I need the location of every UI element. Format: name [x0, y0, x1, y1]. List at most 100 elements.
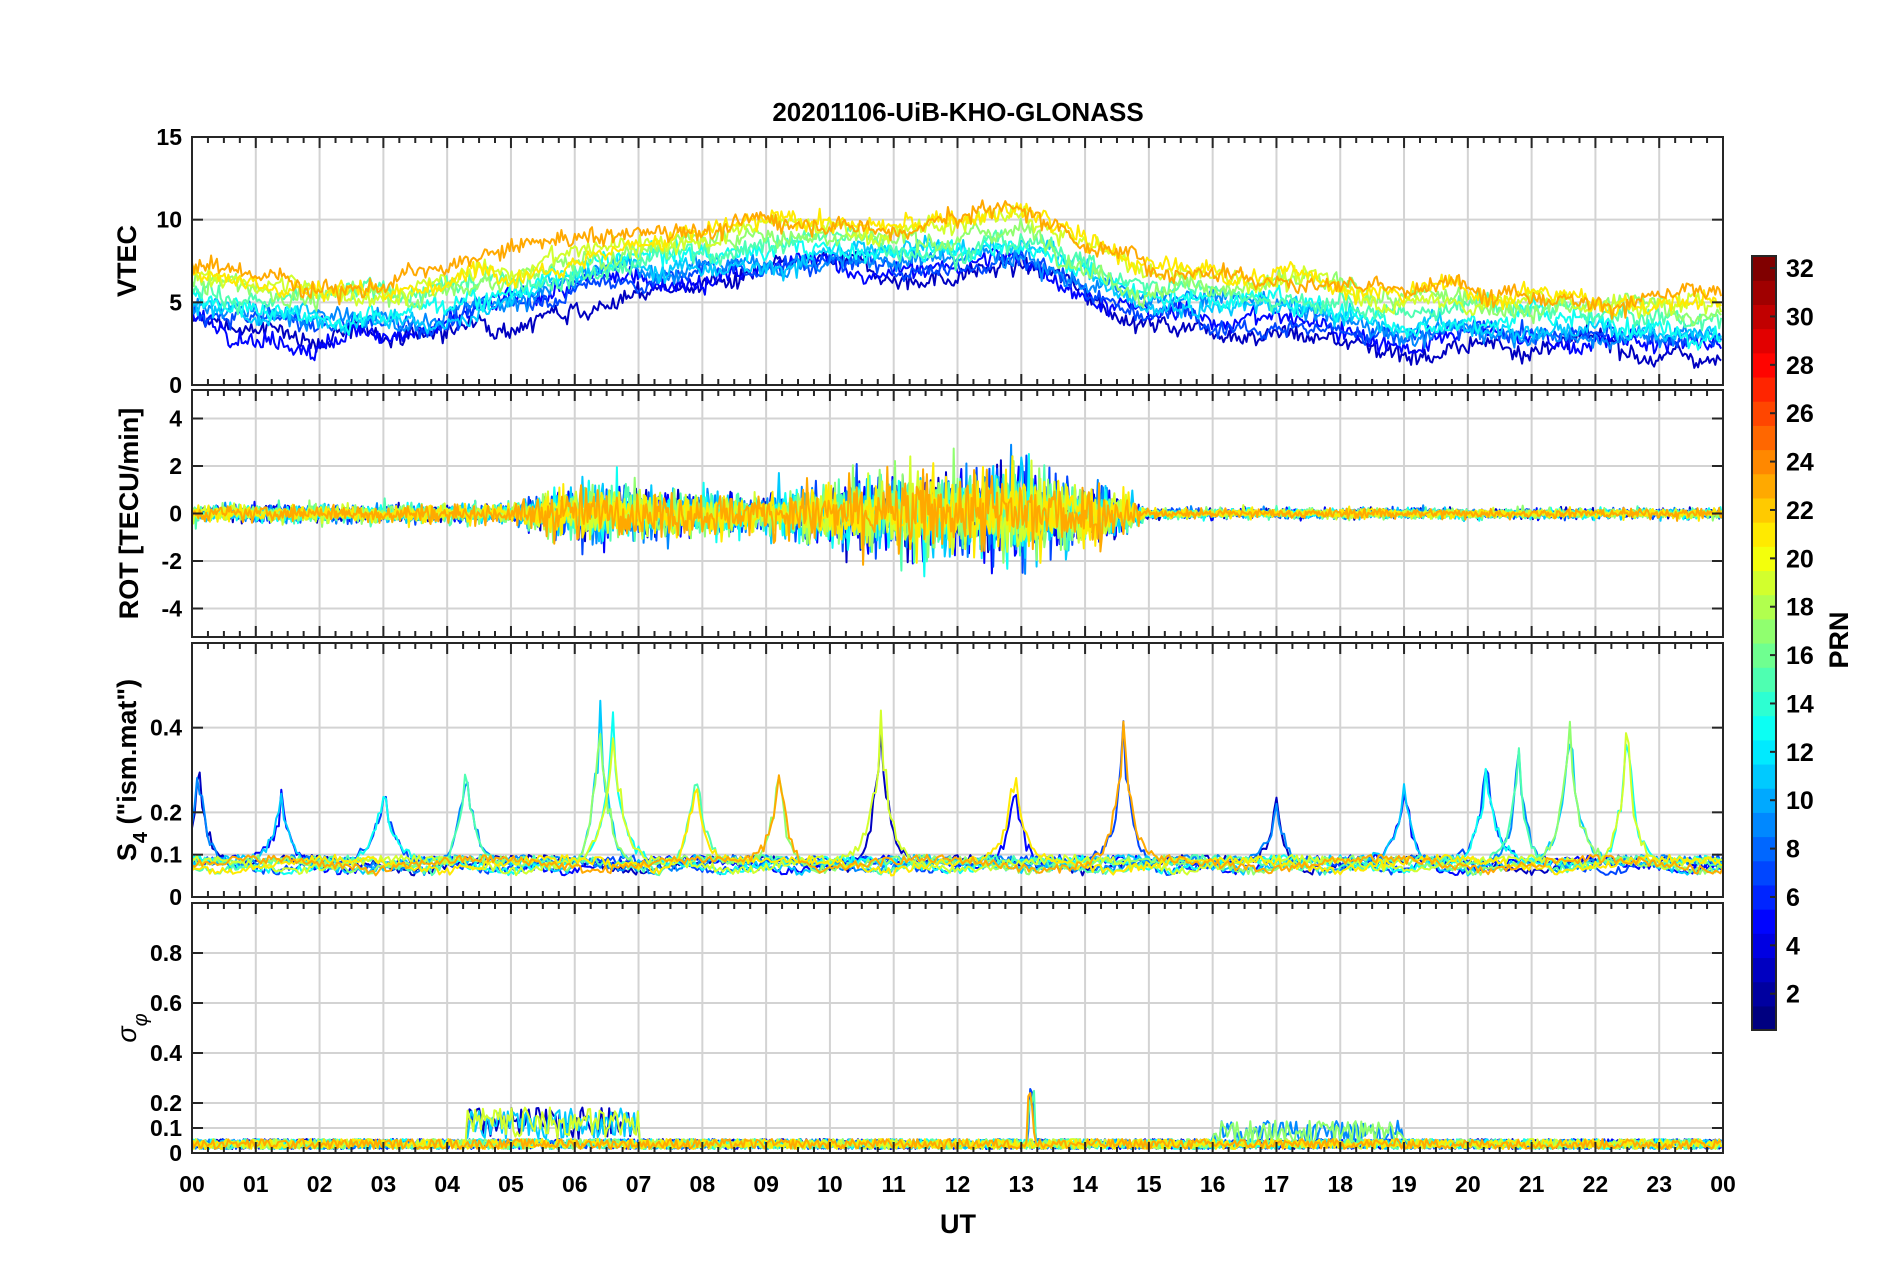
- y-tick-label: 0.1: [150, 842, 182, 868]
- y-axis-label: VTEC: [112, 225, 142, 297]
- panel-rot: -4 -2 0 2 4 ROT [TECU/min]: [114, 389, 1724, 638]
- x-tick-label: 08: [690, 1171, 716, 1197]
- axes-frame: [191, 136, 1724, 386]
- y-tick-label: 0.2: [150, 1090, 182, 1116]
- colorbar-tick-label: 28: [1786, 352, 1814, 380]
- x-tick-label: 16: [1200, 1171, 1226, 1197]
- axes-frame: [191, 902, 1724, 1154]
- x-tick-label: 05: [498, 1171, 524, 1197]
- y-tick-label: 0: [169, 884, 182, 910]
- x-tick-label: 23: [1646, 1171, 1672, 1197]
- series-line-prn-3: [191, 250, 1722, 369]
- x-tick-label: 00: [1710, 1171, 1736, 1197]
- x-tick-labels: 00 01 02 03 04 05 06 07 08 09 10 11 12 13 14 15 16 17 18 19…: [179, 1171, 1736, 1197]
- colorbar-tick-label: 18: [1786, 594, 1814, 622]
- colorbar-swatch: [1752, 667, 1776, 692]
- grid: [192, 903, 1723, 1153]
- panel-sigma_phi: 00.10.2 0.4 0.6 0.8 σφ: [112, 902, 1724, 1166]
- colorbar-swatch: [1752, 522, 1776, 547]
- colorbar-swatch: [1752, 715, 1776, 741]
- series-line-prn-23: [191, 465, 1724, 566]
- axes-frame: [191, 389, 1724, 638]
- panel-s4: 00.10.20.4S4 ("ism.mat"): [112, 642, 1724, 910]
- traces: [191, 443, 1724, 578]
- series-line-prn-23: [191, 199, 1723, 320]
- traces: [191, 199, 1723, 369]
- x-tick-label: 07: [626, 1171, 652, 1197]
- colorbar-swatch: [1752, 763, 1776, 789]
- series-line-prn-21: [191, 455, 1724, 564]
- x-tick-label: 10: [817, 1171, 843, 1197]
- colorbar-tick-label: 4: [1786, 932, 1800, 960]
- colorbar-swatch: [1752, 909, 1776, 934]
- series-line-prn-17: [191, 217, 1722, 327]
- x-tick-label: 14: [1072, 1171, 1098, 1197]
- x-tick-label: 17: [1264, 1171, 1290, 1197]
- y-tick-label: 2: [169, 453, 182, 479]
- y-tick-label: 0.1: [150, 1115, 182, 1141]
- chart-title: 20201106-UiB-KHO-GLONASS: [772, 97, 1143, 127]
- colorbar-swatch: [1752, 473, 1776, 499]
- y-tick-label: 0.8: [150, 940, 182, 966]
- colorbar-swatch: [1752, 280, 1776, 305]
- y-axis-label: σφ: [112, 1013, 152, 1042]
- colorbar-tick-label: 30: [1786, 303, 1814, 331]
- colorbar-tick-label: 8: [1786, 836, 1800, 864]
- colorbar-swatch: [1752, 1005, 1776, 1031]
- series-line-prn-23: [191, 720, 1724, 877]
- y-label-main: σ: [112, 1025, 142, 1043]
- y-label-rest: ("ism.mat"): [112, 679, 142, 832]
- colorbar-swatch: [1752, 376, 1776, 402]
- series-line-prn-13: [191, 237, 1722, 351]
- colorbar-swatch: [1752, 570, 1776, 596]
- x-tick-label: 22: [1583, 1171, 1609, 1197]
- x-tick-label: 21: [1519, 1171, 1545, 1197]
- x-tick-label: 19: [1391, 1171, 1417, 1197]
- axes-frame: [191, 642, 1724, 898]
- colorbar-tick-label: 10: [1786, 787, 1814, 815]
- y-tick-label: 10: [156, 207, 182, 233]
- colorbar-swatch: [1752, 328, 1776, 354]
- y-label-main: S: [112, 843, 142, 861]
- y-tick-label: 0.4: [150, 715, 182, 741]
- colorbar-swatch: [1752, 812, 1776, 838]
- colorbar-frame: [1751, 255, 1777, 1031]
- x-tick-label: 00: [179, 1171, 205, 1197]
- colorbar-tick-label: 20: [1786, 545, 1814, 573]
- colorbar-tick-label: 32: [1786, 255, 1814, 283]
- y-tick-label: 0.6: [150, 990, 182, 1016]
- colorbar-tick-label: 22: [1786, 497, 1814, 525]
- colorbar-swatch: [1752, 860, 1776, 886]
- series-line-prn-21: [191, 777, 1724, 877]
- x-tick-label: 15: [1136, 1171, 1162, 1197]
- colorbar-swatch: [1752, 425, 1776, 451]
- colorbar-tick-label: 26: [1786, 400, 1814, 428]
- x-tick-label: 12: [945, 1171, 971, 1197]
- x-tick-label: 01: [243, 1171, 269, 1197]
- x-tick-label: 09: [753, 1171, 779, 1197]
- traces: [191, 699, 1724, 877]
- y-tick-label: 0.4: [150, 1040, 182, 1066]
- x-tick-label: 18: [1327, 1171, 1353, 1197]
- y-axis-label: ROT [TECU/min]: [114, 408, 144, 619]
- x-axis-label: UT: [940, 1209, 976, 1239]
- colorbar-tick-label: 14: [1786, 690, 1814, 718]
- y-tick-label: 0: [169, 1140, 182, 1166]
- y-tick-label: 15: [156, 124, 182, 150]
- colorbar-swatch: [1752, 957, 1776, 983]
- y-tick-label: -4: [162, 596, 183, 622]
- colorbar-tick-label: 12: [1786, 739, 1814, 767]
- y-tick-label: 5: [169, 289, 182, 315]
- colorbar-tick-label: 6: [1786, 884, 1800, 912]
- x-tick-label: 03: [371, 1171, 397, 1197]
- x-tick-label: 13: [1008, 1171, 1034, 1197]
- colorbar-tick-label: 16: [1786, 642, 1814, 670]
- series-line-prn-19: [191, 709, 1724, 877]
- y-tick-label: 0: [169, 501, 182, 527]
- x-tick-label: 20: [1455, 1171, 1481, 1197]
- x-tick-label: 06: [562, 1171, 588, 1197]
- colorbar-swatch: [1752, 618, 1776, 644]
